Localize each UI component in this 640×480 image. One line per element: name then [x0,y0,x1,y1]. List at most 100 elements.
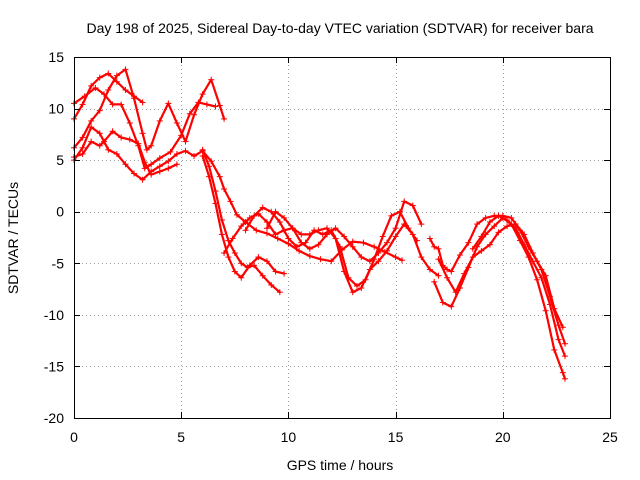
data-point [131,93,138,100]
data-point [101,138,108,145]
x-tick-label: 10 [281,429,297,445]
data-point [212,200,219,207]
x-tick-label: 15 [388,429,404,445]
data-point [173,120,180,127]
data-point [182,147,189,154]
data-point [182,138,189,145]
axis-ticks: 0 5 10 15 20 25 15 10 5 0 -5 -10 -15 -20 [44,49,618,445]
data-point [495,229,502,236]
data-point [474,221,481,228]
data-point [349,289,356,296]
data-point [88,117,95,124]
data-point [561,340,568,347]
data-point [246,262,253,269]
data-point [231,268,238,275]
data-point [238,260,245,267]
data-point [561,375,568,382]
data-point [281,214,288,221]
data-point [105,146,112,153]
series-track-11 [426,212,566,331]
data-point [105,87,112,94]
data-point [379,233,386,240]
data-point [448,303,455,310]
data-point [167,148,174,155]
data-point [366,258,373,265]
x-tick-label: 20 [495,429,511,445]
data-point [392,225,399,232]
y-tick-label: -15 [44,358,64,374]
data-point [253,227,260,234]
data-point [315,241,322,248]
data-point [79,101,86,108]
data-point [298,231,305,238]
y-tick-label: -20 [44,410,64,426]
data-point [96,130,103,137]
data-point [272,268,279,275]
data-point [306,245,313,252]
data-point [448,268,455,275]
data-point [206,163,213,170]
data-point [131,170,138,177]
series-track-13 [435,221,568,347]
data-point [186,110,193,117]
data-point [529,249,536,256]
data-point [426,266,433,273]
series-line [437,223,567,345]
data-point [293,243,300,250]
series-track-1 [71,124,406,265]
data-point [512,225,519,232]
data-point [461,270,468,277]
data-point [555,322,562,329]
data-point [409,202,416,209]
data-point [242,227,249,234]
data-point [521,231,528,238]
data-point [276,289,283,296]
data-point [195,99,202,106]
data-point [178,132,185,139]
data-point [231,249,238,256]
data-point [521,241,528,248]
data-point [105,70,112,77]
data-point [238,274,245,281]
data-point [221,186,228,193]
data-point [126,120,133,127]
data-point [296,247,303,254]
data-point [285,235,292,242]
data-point [336,243,343,250]
plot-frame [74,57,611,419]
series-line [433,216,567,380]
data-point [173,161,180,168]
series-track-9 [242,204,421,289]
data-point [358,254,365,261]
data-point [208,158,215,165]
data-point [276,219,283,226]
data-point [259,204,266,211]
data-point [555,336,562,343]
data-point [375,249,382,256]
data-point [399,257,406,264]
data-point [414,237,421,244]
data-point [96,142,103,149]
data-point [191,111,198,118]
data-point [345,274,352,281]
data-point [122,87,129,94]
data-point [478,233,485,240]
data-point [206,173,213,180]
data-point [238,223,245,230]
data-point [81,93,88,100]
data-point [113,72,120,79]
data-point [431,278,438,285]
data-point [317,256,324,263]
data-point [156,163,163,170]
data-point [113,150,120,157]
series-line [471,214,567,358]
data-point [274,235,281,242]
data-point [141,159,148,166]
data-point [173,150,180,157]
data-point [156,168,163,175]
data-point [561,353,568,360]
data-point [88,138,95,145]
data-point [92,84,99,91]
data-point [109,128,116,135]
data-point [341,233,348,240]
